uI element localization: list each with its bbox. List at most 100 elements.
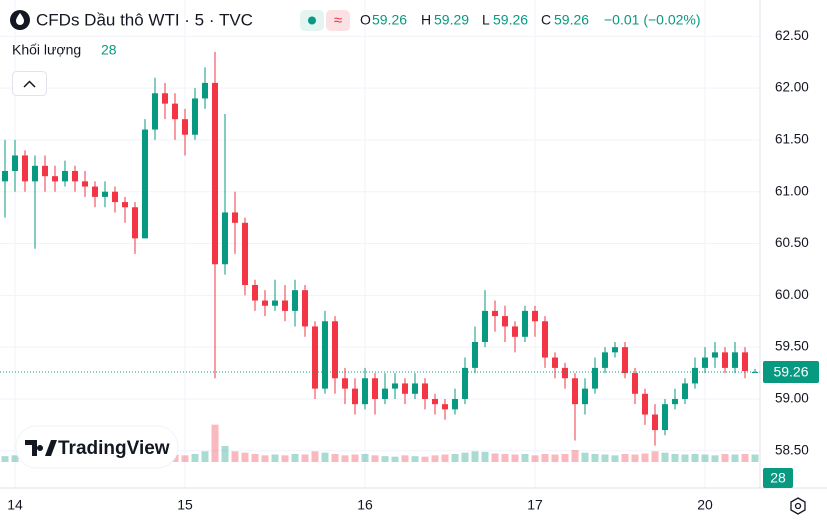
ohlc-h: H [421, 12, 431, 28]
candle-body [362, 378, 368, 405]
volume-bar [561, 454, 569, 462]
volume-tag-label: 28 [770, 470, 786, 486]
candle-body [702, 357, 708, 368]
volume-bar [341, 455, 349, 462]
candle-body [32, 165, 38, 182]
volume-bar [311, 451, 319, 462]
ohlc-c: C [541, 12, 551, 28]
candle-body [652, 414, 658, 431]
volume-bar [611, 455, 619, 462]
ohlc-value: 59.26 [493, 12, 528, 28]
logo-icon [25, 440, 57, 456]
candle-body [712, 352, 718, 358]
volume-bar [571, 450, 579, 462]
candle-body [402, 383, 408, 394]
candle-body [42, 165, 48, 177]
last-price-label: 59.26 [773, 364, 808, 380]
candle-body [92, 186, 98, 197]
volume-bar [501, 454, 509, 462]
candle-body [322, 321, 328, 389]
candle-body [592, 367, 598, 389]
volume-bar [591, 454, 599, 462]
x-tick-label: 17 [527, 497, 543, 513]
volume-bar [461, 452, 469, 462]
logo-box[interactable] [15, 425, 179, 469]
candle-body [12, 155, 18, 171]
volume-bar [191, 454, 199, 462]
delay-icon: ≈ [334, 12, 342, 29]
volume-bar [401, 455, 409, 462]
volume-bar [541, 454, 549, 462]
candle-body [162, 93, 168, 104]
candle-body [262, 300, 268, 306]
volume-bar [551, 454, 559, 462]
candle-body [632, 373, 638, 394]
volume-bar [681, 454, 689, 462]
volume-bar [661, 452, 669, 462]
y-tick-label: 60.50 [775, 235, 809, 250]
candle-body [752, 372, 758, 374]
candle-body [442, 404, 448, 410]
settings-icon-center [794, 502, 802, 510]
candle-body [342, 378, 348, 389]
y-tick-label: 61.00 [775, 183, 809, 198]
volume-bar [301, 454, 309, 462]
volume-value: 28 [101, 42, 117, 58]
candle-body [212, 82, 218, 265]
candle-body [532, 310, 538, 322]
volume-bar [431, 455, 439, 462]
candle-body [562, 367, 568, 379]
volume-bar [441, 454, 449, 462]
volume-bar [521, 454, 529, 462]
candle-body [582, 388, 588, 405]
candle-body [552, 357, 558, 368]
y-tick-label: 60.00 [775, 287, 809, 302]
volume-bar [641, 453, 649, 462]
settings-icon[interactable] [790, 497, 806, 515]
volume-bar [691, 454, 699, 462]
y-tick-label: 58.50 [775, 442, 809, 457]
candle-body [382, 388, 388, 399]
volume-bar [481, 451, 489, 462]
candle-body [252, 284, 258, 301]
volume-bar [181, 455, 189, 462]
candle-body [72, 170, 78, 182]
delay-badge[interactable] [326, 10, 350, 31]
candle-body [642, 393, 648, 415]
candle-body [52, 176, 58, 182]
collapse-button[interactable] [12, 71, 47, 96]
volume-bar [221, 446, 229, 462]
candle-body [522, 310, 528, 337]
candle-body [82, 181, 88, 187]
volume-bar [751, 454, 759, 462]
x-tick-label: 16 [357, 497, 373, 513]
candle-body [492, 310, 498, 317]
volume-bar [741, 454, 749, 462]
candle-body [432, 398, 438, 405]
volume-bar [701, 454, 709, 462]
candle-body [132, 207, 138, 239]
candle-body [22, 155, 28, 182]
ohlc-o: O [360, 12, 371, 28]
volume-bar [421, 456, 429, 462]
candle-body [182, 119, 188, 135]
candle-body [332, 321, 338, 379]
candle-body [572, 378, 578, 405]
volume-bar [391, 456, 399, 462]
candle-body [272, 300, 278, 306]
volume-bar [411, 456, 419, 462]
candle-body [392, 383, 398, 389]
ohlc-value: 59.26 [554, 12, 589, 28]
volume-bar [251, 454, 259, 462]
candle-body [602, 352, 608, 368]
volume-bar [651, 451, 659, 462]
volume-bar [261, 455, 269, 462]
change: −0.01 (−0.02%) [604, 12, 701, 28]
y-tick-label: 62.00 [775, 80, 809, 95]
candle-body [452, 398, 458, 410]
candle-body [292, 290, 298, 311]
y-tick-label: 61.50 [775, 131, 809, 146]
candle-body [662, 404, 668, 431]
candle-body [142, 129, 148, 239]
candle-body [122, 202, 128, 208]
